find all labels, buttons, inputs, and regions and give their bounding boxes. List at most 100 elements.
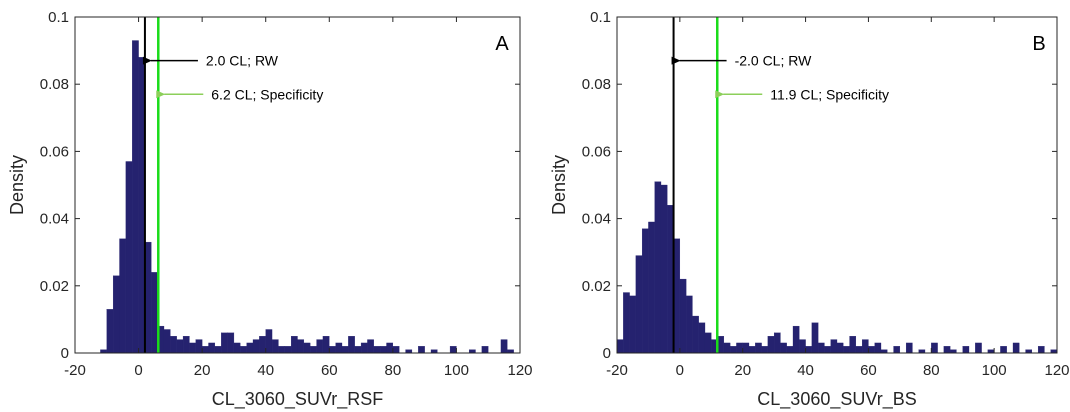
panel-b-bar bbox=[1050, 349, 1058, 354]
panel-b-bar bbox=[641, 228, 649, 354]
panel-b-bar bbox=[723, 342, 731, 354]
panel-a-bar bbox=[252, 339, 260, 354]
panel-b-x-tick-label: -20 bbox=[606, 362, 628, 379]
panel-b-bar bbox=[874, 342, 882, 354]
panel-a-bar bbox=[201, 346, 209, 354]
panel-a-y-ticks: 0 0.02 0.04 0.06 0.08 0.1 bbox=[40, 9, 520, 362]
panel-a-bar bbox=[373, 346, 381, 354]
panel-a-bar bbox=[386, 342, 394, 354]
panel-a-bar bbox=[335, 342, 343, 354]
panel-a-y-tick-label: 0.08 bbox=[40, 76, 69, 93]
panel-b-bar bbox=[1000, 346, 1007, 354]
panel-a-bar bbox=[100, 349, 107, 354]
panel-b: -20 0 20 40 60 80 100 120 00.020.040.060.080.1 … bbox=[549, 9, 1070, 410]
panel-b-bar bbox=[880, 349, 888, 354]
panel-a-bar bbox=[278, 346, 285, 354]
panel-b-y-axis-label: Density bbox=[549, 155, 569, 215]
panel-b-bar bbox=[616, 339, 624, 354]
panel-a-bar bbox=[354, 346, 362, 354]
panel-b-bar bbox=[931, 342, 938, 354]
panel-a-bar bbox=[176, 339, 184, 354]
panel-b-bar bbox=[799, 339, 806, 354]
panel-b-bar bbox=[786, 346, 794, 354]
panel-a-bar bbox=[367, 339, 374, 354]
panel-b-bar bbox=[660, 184, 668, 354]
panel-b-bar bbox=[893, 346, 901, 354]
panel-a-x-tick-label: 60 bbox=[321, 362, 338, 379]
panel-b-bar bbox=[648, 221, 655, 354]
panel-a-bar bbox=[481, 346, 489, 354]
panel-a-bar bbox=[341, 346, 349, 354]
panel-a-bar bbox=[507, 349, 514, 354]
panel-b-bar bbox=[962, 346, 970, 354]
panel-a-bar bbox=[119, 238, 127, 354]
panel-a-x-tick-label: -20 bbox=[64, 362, 86, 379]
panel-a-bar bbox=[430, 349, 438, 354]
panel-b-y-tick-label: 0 bbox=[603, 345, 611, 362]
panel-a-bar bbox=[297, 339, 305, 354]
panel-a-bar bbox=[246, 342, 254, 354]
panel-b-x-ticks: -20 0 20 40 60 80 100 120 bbox=[606, 17, 1070, 379]
panel-a-bar bbox=[233, 342, 241, 354]
panel-b-bar bbox=[685, 295, 693, 354]
panel-b-bar bbox=[767, 336, 775, 354]
panel-b-bar bbox=[975, 342, 982, 354]
panel-a-y-tick-label: 0.1 bbox=[48, 9, 69, 26]
panel-a-x-tick-label: 0 bbox=[134, 362, 142, 379]
panel-b-bar bbox=[792, 325, 800, 354]
panel-a-bar bbox=[182, 336, 190, 354]
panel-b-annotations: -2.0 CL; RW 11.9 CL; Specificity bbox=[671, 53, 889, 102]
panel-a-bar bbox=[271, 339, 279, 354]
panel-a-x-tick-label: 20 bbox=[194, 362, 211, 379]
panel-a-bar bbox=[227, 332, 235, 354]
panel-b-annotation-text: 11.9 CL; Specificity bbox=[770, 86, 889, 102]
panel-a-bar bbox=[265, 329, 273, 354]
panel-b-y-tick-label: 0.04 bbox=[582, 211, 611, 228]
panel-a-bar bbox=[316, 339, 324, 354]
panel-a-x-tick-label: 40 bbox=[257, 362, 274, 379]
panel-b-bar bbox=[1037, 346, 1045, 354]
panel-b-letter: B bbox=[1032, 33, 1045, 55]
panel-a-bar bbox=[106, 309, 114, 354]
panel-b-x-tick-label: 100 bbox=[982, 362, 1007, 379]
panel-b-y-tick-label: 0.02 bbox=[582, 278, 611, 295]
panel-a-bar bbox=[208, 342, 216, 354]
panel-a-ref-lines bbox=[143, 17, 160, 353]
panel-b-bar bbox=[849, 336, 857, 354]
panel-a-x-axis-label: CL_3060_SUVr_RSF bbox=[212, 389, 383, 410]
panel-b-bar bbox=[855, 346, 863, 354]
panel-b-bar bbox=[773, 332, 781, 354]
panel-b-bar bbox=[692, 315, 699, 354]
panel-a-bar bbox=[125, 161, 133, 354]
panel-b-x-tick-label: 40 bbox=[797, 362, 814, 379]
panel-b-bars bbox=[616, 181, 1058, 354]
panel-b-bar bbox=[679, 278, 687, 354]
panel-a-annotation-text: 2.0 CL; RW bbox=[206, 53, 279, 69]
panel-b-x-tick-label: 20 bbox=[734, 362, 751, 379]
panel-a-bar bbox=[112, 275, 120, 354]
panel-a-x-tick-label: 100 bbox=[444, 362, 469, 379]
panel-a-bar bbox=[329, 346, 336, 354]
panel-b-bar bbox=[949, 349, 957, 354]
panel-b-bar bbox=[836, 342, 844, 354]
panel-b-bar bbox=[830, 339, 838, 354]
panel-a-y-tick-label: 0.02 bbox=[40, 278, 69, 295]
panel-a-bar bbox=[214, 346, 222, 354]
panel-b-bar bbox=[805, 346, 813, 354]
panel-b-plot-frame bbox=[616, 16, 1058, 354]
panel-b-x-tick-label: 120 bbox=[1044, 362, 1069, 379]
panel-a-bar bbox=[221, 332, 228, 354]
panel-a-bar bbox=[151, 272, 158, 354]
panel-b-x-tick-label: 60 bbox=[860, 362, 877, 379]
panel-a-y-tick-label: 0.04 bbox=[40, 211, 69, 228]
panel-b-y-tick-label: 0.1 bbox=[590, 9, 611, 26]
panel-a-annotation-text: 6.2 CL; Specificity bbox=[211, 86, 323, 102]
panel-a-bars bbox=[100, 40, 514, 354]
panel-a-bar bbox=[310, 346, 317, 354]
panel-a-bar bbox=[284, 346, 292, 354]
panel-b-bar bbox=[761, 346, 769, 354]
panel-a: -20 0 20 40 60 80 100 120 00.020.040.060.080.1 … bbox=[7, 9, 533, 410]
panel-b-bar bbox=[704, 332, 712, 354]
panel-a-bar bbox=[500, 339, 508, 354]
